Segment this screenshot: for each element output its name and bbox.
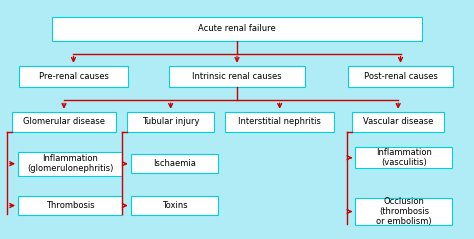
- Text: Ischaemia: Ischaemia: [153, 159, 196, 168]
- FancyBboxPatch shape: [12, 112, 116, 132]
- FancyBboxPatch shape: [130, 196, 218, 215]
- Text: Glomerular disease: Glomerular disease: [23, 117, 105, 126]
- Text: Occlusion
(thrombosis
or embolism): Occlusion (thrombosis or embolism): [376, 197, 432, 226]
- FancyBboxPatch shape: [18, 152, 122, 176]
- FancyBboxPatch shape: [18, 196, 122, 215]
- FancyBboxPatch shape: [355, 147, 452, 168]
- Text: Thrombosis: Thrombosis: [46, 201, 94, 210]
- Text: Interstitial nephritis: Interstitial nephritis: [238, 117, 321, 126]
- FancyBboxPatch shape: [355, 198, 452, 225]
- Text: Intrinsic renal causes: Intrinsic renal causes: [192, 72, 282, 81]
- FancyBboxPatch shape: [170, 66, 304, 87]
- Text: Vascular disease: Vascular disease: [363, 117, 433, 126]
- Text: Inflammation
(vasculitis): Inflammation (vasculitis): [376, 148, 432, 168]
- Text: Pre-renal causes: Pre-renal causes: [38, 72, 109, 81]
- FancyBboxPatch shape: [225, 112, 334, 132]
- FancyBboxPatch shape: [127, 112, 214, 132]
- FancyBboxPatch shape: [348, 66, 453, 87]
- Text: Inflammation
(glomerulonephritis): Inflammation (glomerulonephritis): [27, 154, 113, 174]
- FancyBboxPatch shape: [19, 66, 128, 87]
- Text: Post-renal causes: Post-renal causes: [364, 72, 438, 81]
- FancyBboxPatch shape: [130, 154, 218, 173]
- Text: Acute renal failure: Acute renal failure: [198, 24, 276, 33]
- FancyBboxPatch shape: [52, 17, 422, 41]
- Text: Tubular injury: Tubular injury: [142, 117, 200, 126]
- FancyBboxPatch shape: [352, 112, 444, 132]
- Text: Toxins: Toxins: [162, 201, 187, 210]
